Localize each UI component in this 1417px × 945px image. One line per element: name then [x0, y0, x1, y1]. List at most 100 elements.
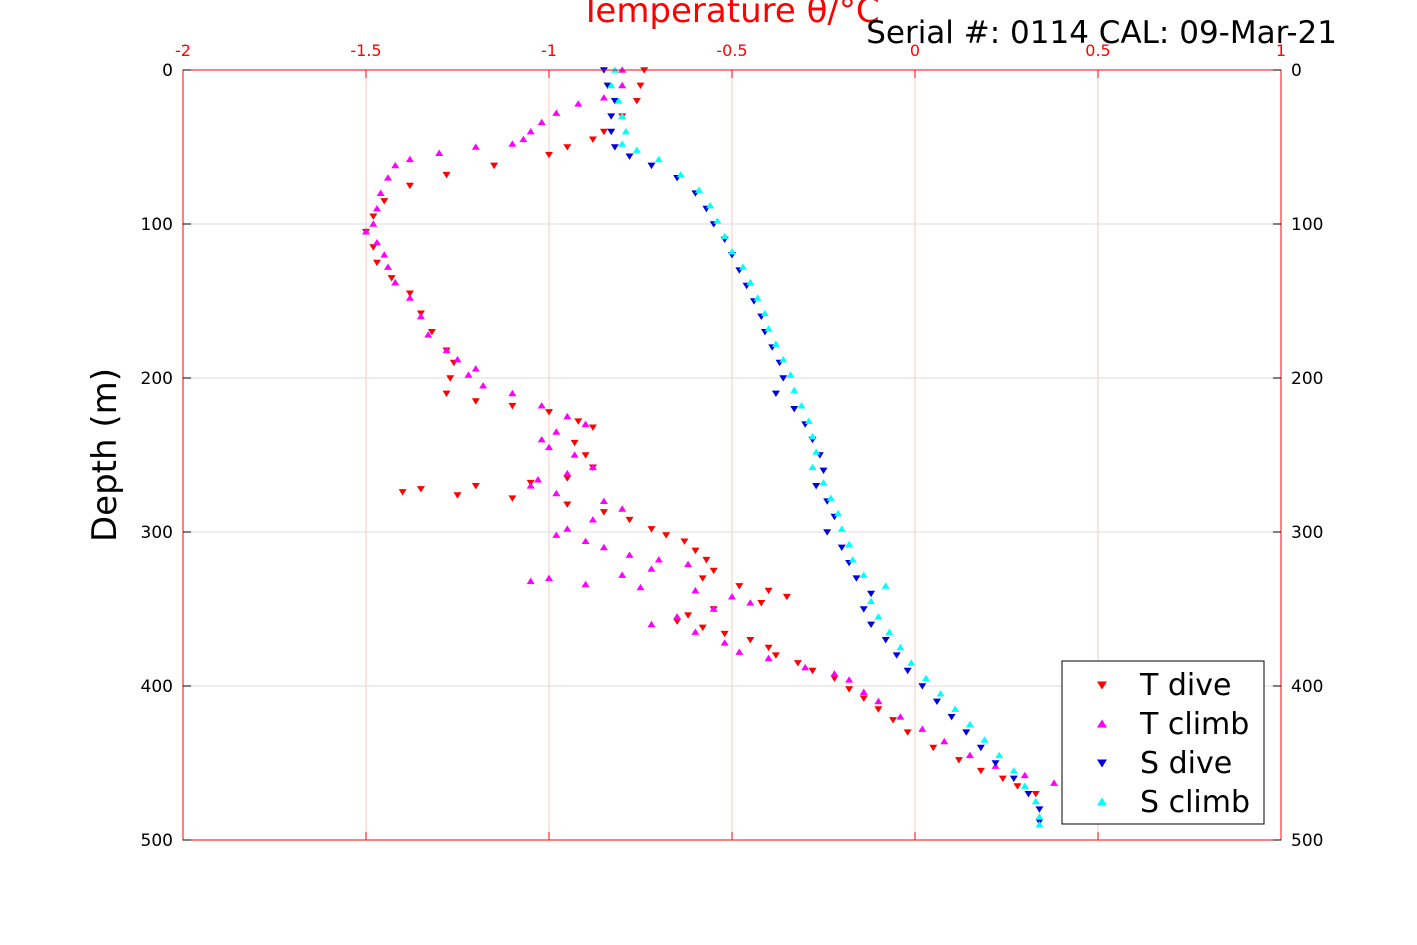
data-point [552, 109, 561, 116]
y-tick-label-left: 300 [141, 523, 173, 543]
data-point [405, 294, 414, 301]
data-point [746, 637, 755, 644]
data-point [405, 290, 414, 297]
data-point [380, 251, 389, 258]
data-point [1020, 782, 1029, 789]
data-point [903, 729, 912, 736]
data-point [764, 644, 773, 652]
data-point [563, 469, 572, 477]
data-point [526, 482, 535, 489]
data-point [764, 325, 773, 332]
data-point [537, 436, 546, 443]
data-point [859, 688, 868, 695]
data-point [599, 128, 608, 136]
data-point [676, 171, 685, 178]
data-point [995, 751, 1004, 759]
data-point [581, 420, 590, 427]
data-point [691, 628, 700, 635]
data-point [416, 486, 425, 493]
data-point [965, 720, 974, 728]
data-point [369, 244, 378, 251]
data-point [735, 583, 744, 590]
data-point [720, 639, 729, 646]
legend-label: T climb [1139, 707, 1249, 742]
series-t-climb [362, 66, 1095, 825]
data-point [599, 509, 608, 516]
data-point [867, 621, 876, 628]
data-point [625, 551, 634, 558]
data-point [735, 648, 744, 655]
data-point [383, 263, 392, 270]
data-point [537, 118, 546, 126]
data-point [405, 155, 414, 163]
data-point [372, 238, 381, 246]
data-point [771, 652, 780, 659]
data-point [837, 544, 846, 551]
data-point [588, 463, 597, 471]
y-tick-label-left: 200 [141, 369, 173, 389]
data-point [574, 100, 583, 107]
data-point [636, 82, 645, 89]
data-point [918, 683, 927, 690]
x-tick-label: -1.5 [350, 41, 381, 60]
legend-label: S dive [1140, 746, 1232, 781]
data-point [1031, 791, 1040, 798]
data-point [563, 475, 572, 482]
data-point [599, 94, 608, 101]
data-point [764, 654, 773, 662]
data-point [570, 451, 579, 458]
data-point [405, 182, 414, 190]
data-point [654, 155, 663, 163]
data-point [453, 492, 462, 499]
data-point [830, 670, 839, 677]
data-point [808, 432, 817, 440]
data-point [728, 593, 736, 600]
data-point [519, 135, 528, 143]
data-point [760, 309, 769, 317]
data-point [581, 580, 590, 588]
data-point [442, 171, 451, 179]
data-point [998, 775, 1007, 782]
data-point [709, 567, 718, 575]
data-point [563, 412, 572, 420]
x-tick-label: -2 [175, 41, 191, 60]
data-point [907, 659, 916, 666]
data-point [362, 228, 370, 235]
data-point [508, 495, 517, 502]
data-point [526, 128, 535, 135]
y-tick-label-right: 0 [1291, 61, 1302, 81]
data-point [574, 418, 583, 425]
series-t-dive [362, 67, 1040, 798]
data-point [976, 744, 985, 752]
data-point [599, 543, 608, 551]
data-point [545, 409, 553, 416]
legend-box [1061, 660, 1265, 825]
data-point [932, 698, 941, 705]
y-tick-label-right: 500 [1291, 831, 1323, 851]
data-point [621, 128, 630, 135]
grid [183, 70, 1281, 840]
data-point [757, 600, 766, 607]
data-point [764, 587, 773, 595]
data-point [845, 676, 854, 683]
data-point [896, 713, 905, 720]
data-point [490, 162, 499, 170]
data-point [1013, 783, 1022, 790]
data-point [845, 540, 854, 548]
data-point [1009, 775, 1018, 782]
data-point [867, 590, 876, 598]
data-point [738, 263, 747, 270]
data-point [991, 760, 1000, 767]
data-point [801, 663, 810, 671]
data-point [424, 331, 433, 338]
data-point [965, 751, 974, 759]
data-point [793, 660, 802, 667]
x-tick-label: 0 [910, 41, 920, 60]
data-point [581, 452, 590, 459]
data-point [954, 757, 963, 764]
legend-marker [1097, 797, 1107, 806]
data-point [383, 174, 392, 181]
data-point [552, 531, 561, 538]
data-point [695, 186, 704, 193]
data-point [416, 312, 425, 320]
